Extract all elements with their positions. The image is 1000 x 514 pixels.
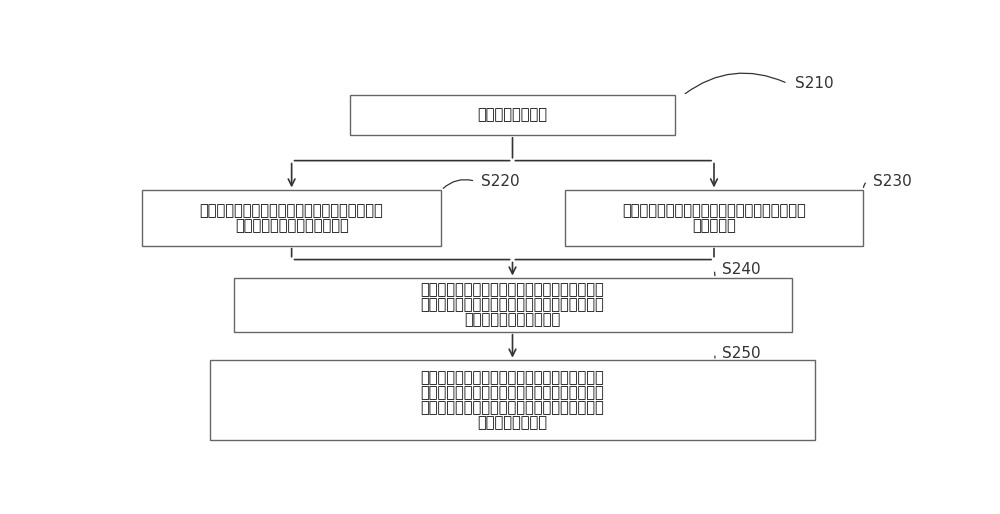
FancyBboxPatch shape xyxy=(234,279,792,332)
FancyBboxPatch shape xyxy=(350,95,675,135)
FancyBboxPatch shape xyxy=(210,360,815,439)
Text: S230: S230 xyxy=(873,174,912,189)
Text: 根据所述压力测试任务，从预设压力测试脚本库: 根据所述压力测试任务，从预设压力测试脚本库 xyxy=(200,203,384,218)
Text: 中获取目标压力测试脚本资源: 中获取目标压力测试脚本资源 xyxy=(235,218,349,233)
Text: 将所述目标压力测试脚本资源下发到所述目标发: 将所述目标压力测试脚本资源下发到所述目标发 xyxy=(421,283,604,298)
Text: 力测试脚本资源进行部署: 力测试脚本资源进行部署 xyxy=(464,313,561,327)
Text: 接收压力测试任务: 接收压力测试任务 xyxy=(478,107,548,123)
FancyBboxPatch shape xyxy=(142,190,441,246)
Text: 务系统的压力测试: 务系统的压力测试 xyxy=(478,415,548,430)
Text: 好的所述目标压力测试脚本资源，实现对所述业: 好的所述目标压力测试脚本资源，实现对所述业 xyxy=(421,400,604,415)
FancyArrowPatch shape xyxy=(443,179,473,188)
FancyBboxPatch shape xyxy=(565,190,863,246)
FancyArrowPatch shape xyxy=(864,183,865,188)
Text: 向所述目标发压机下发压力测试命令，以使所述: 向所述目标发压机下发压力测试命令，以使所述 xyxy=(421,370,604,385)
Text: 根据所述压力测试任务，在发压机资源池中确定: 根据所述压力测试任务，在发压机资源池中确定 xyxy=(622,203,806,218)
Text: S250: S250 xyxy=(722,346,760,361)
Text: S240: S240 xyxy=(722,262,760,277)
FancyArrowPatch shape xyxy=(685,73,785,94)
Text: 目标发压机: 目标发压机 xyxy=(692,218,736,233)
Text: S210: S210 xyxy=(795,76,834,91)
Text: 目标发压机能够根据所述压力测试命令执行部署: 目标发压机能够根据所述压力测试命令执行部署 xyxy=(421,385,604,400)
Text: 压机中，以使所述目标发压机能够对所述目标压: 压机中，以使所述目标发压机能够对所述目标压 xyxy=(421,298,604,313)
Text: S220: S220 xyxy=(482,174,520,189)
